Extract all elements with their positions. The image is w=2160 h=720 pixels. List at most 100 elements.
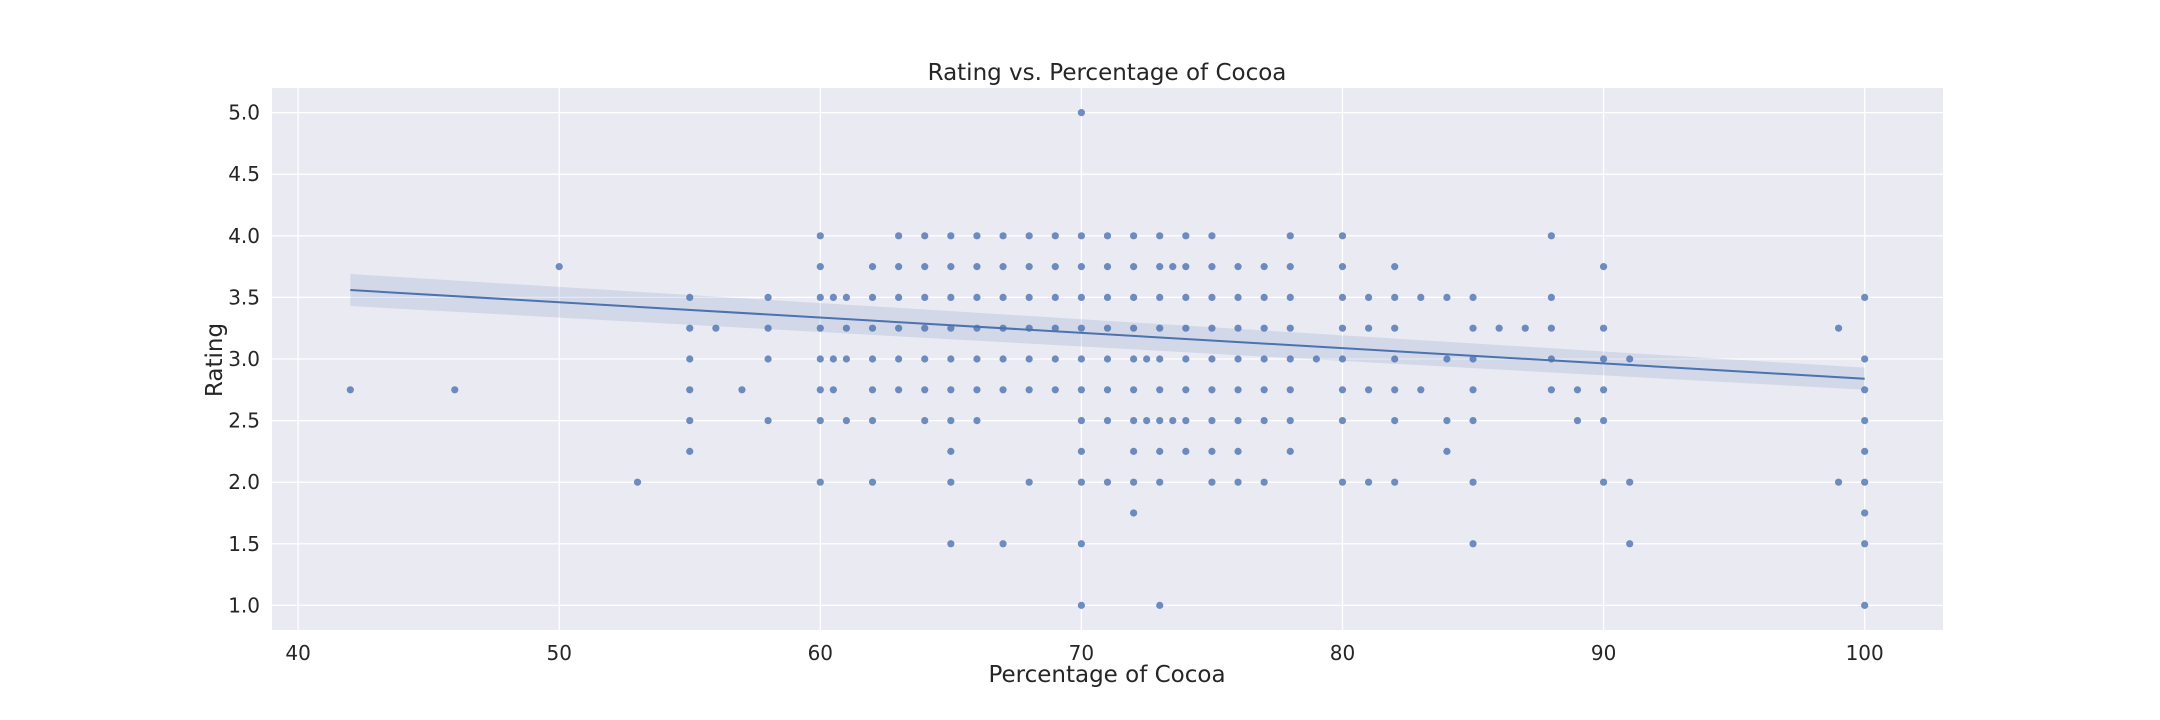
regression-line [350,289,1865,380]
data-point [895,263,903,271]
data-point [764,324,772,332]
data-point [895,386,903,394]
data-point [1521,324,1529,332]
data-point [1861,293,1869,302]
x-tick-label: 60 [808,641,833,665]
data-point [1025,355,1033,363]
data-point [686,447,694,455]
x-axis-label: Percentage of Cocoa [988,662,1225,688]
data-point [1156,601,1164,609]
data-point [1391,324,1399,332]
data-point [1861,540,1869,548]
data-point [895,324,903,332]
data-point [999,263,1007,271]
data-point [947,232,955,240]
data-point [1182,263,1190,271]
data-point [1260,416,1268,425]
data-point [1156,478,1164,486]
data-point [1599,478,1608,486]
x-tick-label: 100 [1846,641,1884,665]
data-point [1077,540,1085,548]
data-point [1208,263,1216,271]
data-point [1391,263,1399,271]
data-point [555,263,563,271]
y-tick-label: 1.0 [228,593,260,617]
data-point [1103,263,1112,271]
data-point [1338,293,1347,302]
data-point [947,324,955,332]
data-point [921,416,929,425]
data-point [1182,324,1190,332]
data-point [1156,416,1164,425]
data-point [1364,386,1373,394]
data-point [1391,478,1399,486]
data-point [868,416,877,425]
data-point [1286,324,1294,332]
data-point [1103,324,1112,332]
y-tick-label: 1.5 [228,532,260,556]
data-point [947,540,955,548]
data-point [895,232,903,240]
data-point [1077,293,1085,302]
data-point [1051,386,1059,394]
data-point [1077,324,1085,332]
data-point [1286,386,1294,394]
data-points [346,109,1869,609]
data-point [1208,386,1216,394]
data-point [1443,293,1451,302]
data-point [1443,355,1451,363]
data-point [1286,447,1294,455]
data-point [973,293,981,302]
data-point [1234,478,1242,486]
data-point [999,386,1007,394]
x-tick-label: 40 [285,641,310,665]
data-point [686,324,694,332]
data-point [1208,355,1216,363]
data-point [1469,386,1477,394]
data-point [816,232,824,240]
data-point [1599,355,1608,363]
data-point [947,355,955,363]
data-point [973,386,981,394]
data-point [1130,416,1138,425]
data-point [1077,416,1085,425]
data-point [842,293,851,302]
data-point [1599,386,1608,394]
data-point [1182,355,1190,363]
data-point [1443,447,1451,455]
data-point [1182,386,1190,394]
data-point [1547,293,1555,302]
data-point [686,293,694,302]
data-point [1469,478,1477,486]
data-point [1234,263,1242,271]
data-point [1208,324,1216,332]
data-point [816,416,824,425]
y-tick-label: 3.5 [228,285,260,309]
confidence-band [350,274,1865,390]
y-tick-label: 5.0 [228,101,260,125]
data-point [1599,416,1608,425]
data-point [1234,447,1242,455]
data-point [1130,478,1138,486]
data-point [1391,416,1399,425]
data-point [1260,478,1268,486]
data-point [764,416,772,425]
data-point [1391,386,1399,394]
data-point [1182,232,1190,240]
data-point [1338,416,1347,425]
data-point [1469,355,1477,363]
data-point [842,416,851,425]
data-point [1286,263,1294,271]
data-point [1286,416,1294,425]
data-point [1130,509,1138,517]
data-point [1547,232,1555,240]
data-point [1861,478,1869,486]
data-point [842,355,851,363]
data-point [1156,263,1164,271]
data-point [973,416,981,425]
data-point [1025,478,1033,486]
data-point [1051,324,1059,332]
data-point [1626,540,1634,548]
x-tick-label: 50 [546,641,571,665]
data-point [1338,232,1347,240]
